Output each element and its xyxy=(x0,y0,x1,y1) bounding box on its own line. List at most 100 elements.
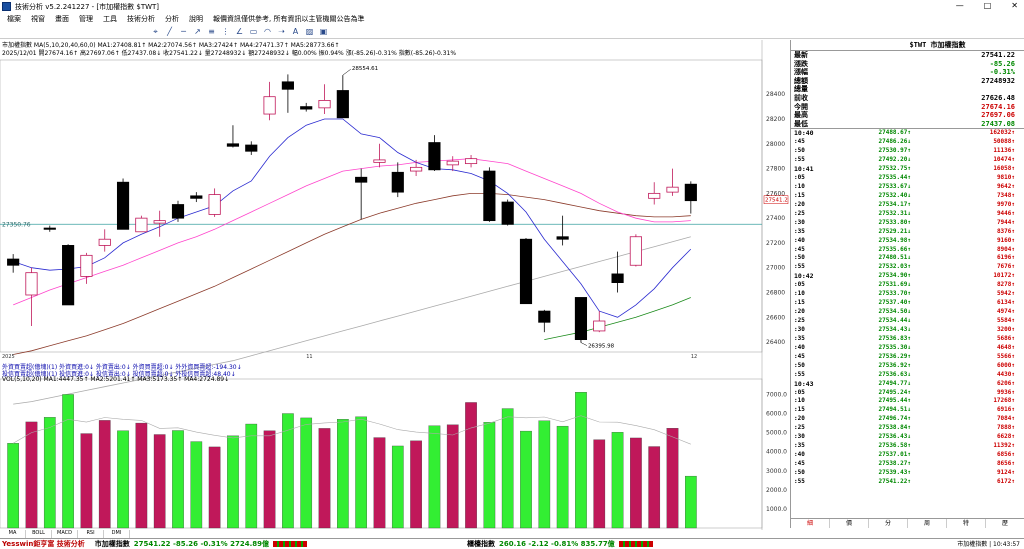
volume-bar[interactable] xyxy=(666,428,679,529)
candle-body[interactable] xyxy=(574,297,588,341)
candle-body[interactable] xyxy=(410,166,423,172)
arc-tool-icon[interactable]: ◠ xyxy=(264,27,271,36)
menu-help[interactable]: 說明 xyxy=(189,15,203,23)
volume-bar[interactable] xyxy=(263,430,276,529)
tick-row[interactable]: :40 27537.01↑ 6856↑ xyxy=(791,451,1024,460)
volume-bar[interactable] xyxy=(391,445,404,529)
tick-row[interactable]: :55 27541.22↑ 6172↑ xyxy=(791,478,1024,487)
volume-bar[interactable] xyxy=(593,439,606,529)
tick-row[interactable]: :45 27538.27↑ 8656↑ xyxy=(791,460,1024,469)
volume-bar[interactable] xyxy=(227,435,239,529)
tick-row[interactable]: :55 27532.03↑ 7676↑ xyxy=(791,263,1024,272)
candle-body[interactable] xyxy=(62,245,75,306)
tick-row[interactable]: :15 27537.40↑ 6134↑ xyxy=(791,299,1024,308)
volume-bar[interactable] xyxy=(575,392,587,529)
tick-row[interactable]: :10 27533.67↓ 9642↑ xyxy=(791,183,1024,192)
tab-detail[interactable]: 細 xyxy=(791,519,830,528)
arrow-tool-icon[interactable]: ➝ xyxy=(278,27,285,36)
minimize-button[interactable]: — xyxy=(955,1,964,10)
candle-body[interactable] xyxy=(355,176,368,183)
volume-bar[interactable] xyxy=(25,421,38,529)
volume-bar[interactable] xyxy=(630,437,642,529)
tick-row[interactable]: :20 27534.50↓ 4974↑ xyxy=(791,308,1024,317)
tick-row[interactable]: :40 27534.98↑ 9160↑ xyxy=(791,237,1024,246)
candle-body[interactable] xyxy=(190,195,203,199)
candle-body[interactable] xyxy=(153,220,166,224)
tab-rsi[interactable]: RSI xyxy=(78,530,104,538)
tab-history[interactable]: 歷 xyxy=(986,519,1024,528)
tick-row[interactable]: :45 27536.29↑ 5566↑ xyxy=(791,353,1024,362)
volume-bar[interactable] xyxy=(318,428,331,529)
volume-bar[interactable] xyxy=(117,430,129,529)
volume-bar[interactable] xyxy=(483,422,496,529)
candle-body[interactable] xyxy=(281,81,294,90)
rect-tool-icon[interactable]: ▭ xyxy=(249,27,258,36)
tick-row[interactable]: :55 27536.63↓ 4430↑ xyxy=(791,371,1024,380)
tick-row[interactable]: :35 27536.83↑ 5686↑ xyxy=(791,335,1024,344)
menu-analysis[interactable]: 分析 xyxy=(165,15,179,23)
volume-bar[interactable] xyxy=(501,408,514,529)
volume-bar[interactable] xyxy=(685,475,697,529)
candle-body[interactable] xyxy=(446,160,459,166)
tick-row[interactable]: :50 27530.97↑ 11136↑ xyxy=(791,147,1024,156)
candle-body[interactable] xyxy=(318,100,331,109)
tick-row[interactable]: :05 27535.44↑ 9810↑ xyxy=(791,174,1024,183)
tick-row[interactable]: :15 27494.51↓ 6916↑ xyxy=(791,406,1024,415)
volume-bar[interactable] xyxy=(190,441,203,529)
candle-body[interactable] xyxy=(391,171,404,193)
menu-view[interactable]: 畫面 xyxy=(55,15,69,23)
menu-manage[interactable]: 管理 xyxy=(79,15,93,23)
tick-row[interactable]: 10:43 27494.77↓ 6206↑ xyxy=(791,380,1024,389)
volume-bar[interactable] xyxy=(446,424,459,529)
candle-body[interactable] xyxy=(666,186,679,193)
volume-bar[interactable] xyxy=(208,446,221,529)
pointer-icon[interactable]: ⌖ xyxy=(153,26,158,36)
menu-file[interactable]: 檔案 xyxy=(7,15,21,23)
volume-bar[interactable] xyxy=(7,443,19,529)
hline-tool-icon[interactable]: ─ xyxy=(181,27,186,36)
menu-tools[interactable]: 工具 xyxy=(103,15,117,23)
candle-body[interactable] xyxy=(25,272,38,296)
candle-body[interactable] xyxy=(373,159,386,163)
menu-window[interactable]: 視窗 xyxy=(31,15,45,23)
candle-body[interactable] xyxy=(684,183,697,202)
tick-row[interactable]: :40 27535.30↓ 4648↑ xyxy=(791,344,1024,353)
volume-bar[interactable] xyxy=(465,402,477,529)
tab-week[interactable]: 周 xyxy=(908,519,947,528)
text-tool-icon[interactable]: A xyxy=(292,27,299,36)
volume-bar[interactable] xyxy=(153,434,166,529)
candle-body[interactable] xyxy=(556,236,569,240)
tick-row[interactable]: :45 27535.66↑ 8904↑ xyxy=(791,246,1024,255)
candle-body[interactable] xyxy=(171,204,185,219)
tick-row[interactable]: 10:41 27532.75↑ 16058↑ xyxy=(791,165,1024,174)
volume-bar[interactable] xyxy=(373,437,386,529)
volume-bar[interactable] xyxy=(135,422,148,529)
volume-bar[interactable] xyxy=(62,394,74,529)
close-button[interactable]: ✕ xyxy=(1011,1,1018,10)
candle-body[interactable] xyxy=(135,217,148,233)
candle-body[interactable] xyxy=(263,96,276,115)
fib-tool-icon[interactable]: ⋮ xyxy=(221,27,230,36)
volume-bar[interactable] xyxy=(245,423,258,529)
fill-tool-icon[interactable]: ▨ xyxy=(305,27,314,36)
candle-body[interactable] xyxy=(629,236,642,266)
tick-row[interactable]: :25 27532.31↓ 9446↑ xyxy=(791,210,1024,219)
tick-row[interactable]: :45 27486.26↓ 50088↑ xyxy=(791,138,1024,147)
tick-row[interactable]: :20 27496.74↑ 7084↑ xyxy=(791,415,1024,424)
candle-body[interactable] xyxy=(116,181,130,230)
tick-row[interactable]: :50 27536.92↑ 6000↑ xyxy=(791,362,1024,371)
tab-macd[interactable]: MACD xyxy=(52,530,78,538)
tick-row[interactable]: :30 27536.43↓ 6628↑ xyxy=(791,433,1024,442)
candle-body[interactable] xyxy=(7,258,20,266)
tick-row[interactable]: :25 27534.44↓ 5584↑ xyxy=(791,317,1024,326)
tab-boll[interactable]: BOLL xyxy=(26,530,52,538)
tab-minute[interactable]: 分 xyxy=(869,519,908,528)
volume-bar[interactable] xyxy=(428,425,441,529)
volume-bar[interactable] xyxy=(337,419,349,529)
volume-bar[interactable] xyxy=(410,440,422,529)
tick-row[interactable]: :55 27492.20↓ 10474↑ xyxy=(791,156,1024,165)
tab-dmi[interactable]: DMI xyxy=(104,530,130,538)
candle-body[interactable] xyxy=(519,238,533,305)
candle-body[interactable] xyxy=(336,90,349,119)
candle-body[interactable] xyxy=(226,143,240,147)
